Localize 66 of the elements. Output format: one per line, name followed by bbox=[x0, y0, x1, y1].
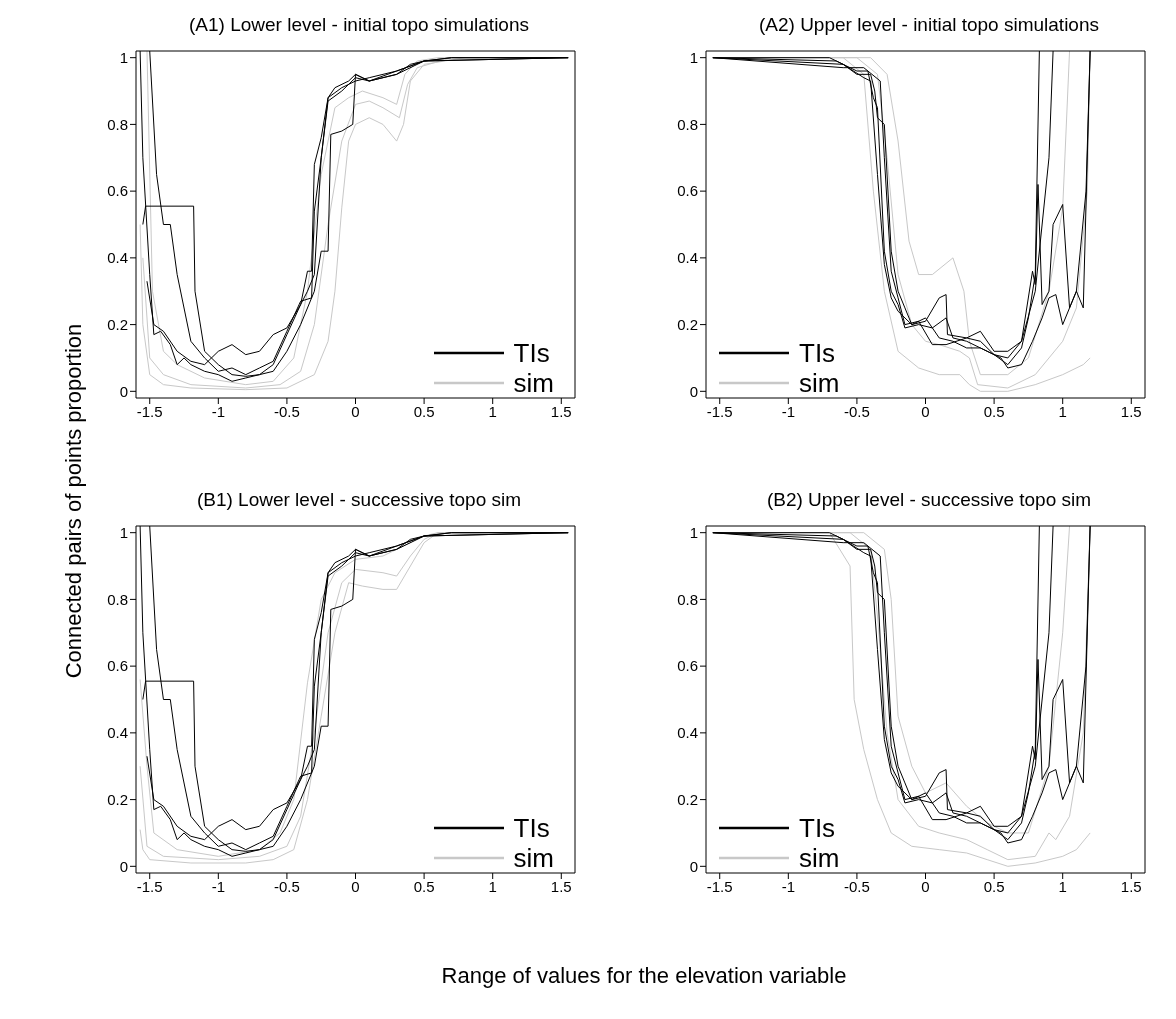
legend-label: TIs bbox=[513, 812, 550, 844]
x-tick-label: 1 bbox=[488, 402, 497, 420]
y-tick-label: 0 bbox=[689, 857, 698, 875]
y-tick-label: 0.4 bbox=[677, 724, 698, 742]
legend-label: sim bbox=[799, 842, 840, 874]
legend-label: TIs bbox=[799, 812, 836, 844]
y-tick-label: 0.6 bbox=[107, 182, 128, 200]
x-tick-label: -1 bbox=[781, 402, 795, 420]
y-tick-label: 0.8 bbox=[107, 115, 128, 133]
x-tick-label: 0 bbox=[351, 877, 360, 895]
y-tick-label: 0 bbox=[119, 857, 128, 875]
y-tick-label: 0.4 bbox=[677, 249, 698, 267]
x-tick-label: -0.5 bbox=[843, 877, 870, 895]
y-tick-label: 0.6 bbox=[107, 657, 128, 675]
y-tick-label: 0.6 bbox=[677, 182, 698, 200]
x-tick-label: 0.5 bbox=[983, 877, 1005, 895]
x-tick-label: 1.5 bbox=[550, 402, 572, 420]
x-tick-label: -1.5 bbox=[706, 877, 733, 895]
y-tick-label: 0.2 bbox=[107, 315, 128, 333]
y-tick-label: 0.8 bbox=[107, 590, 128, 608]
y-tick-label: 0 bbox=[689, 382, 698, 400]
x-tick-label: -1.5 bbox=[706, 402, 733, 420]
y-tick-label: 1 bbox=[119, 49, 128, 66]
legend-label: TIs bbox=[799, 337, 836, 369]
y-tick-label: 1 bbox=[689, 524, 698, 541]
y-tick-label: 0.2 bbox=[677, 790, 698, 808]
x-tick-label: -0.5 bbox=[273, 402, 300, 420]
x-tick-label: 0 bbox=[351, 402, 360, 420]
x-tick-label: 1.5 bbox=[550, 877, 572, 895]
x-tick-label: 1 bbox=[1058, 402, 1067, 420]
y-tick-label: 0.6 bbox=[677, 657, 698, 675]
y-tick-label: 1 bbox=[689, 49, 698, 66]
y-tick-label: 1 bbox=[119, 524, 128, 541]
y-tick-label: 0 bbox=[119, 382, 128, 400]
x-tick-label: 1.5 bbox=[1120, 877, 1142, 895]
legend-label: sim bbox=[513, 367, 554, 399]
x-tick-label: -1.5 bbox=[136, 877, 163, 895]
legend-label: TIs bbox=[513, 337, 550, 369]
y-tick-label: 0.8 bbox=[677, 115, 698, 133]
y-tick-label: 0.8 bbox=[677, 590, 698, 608]
legend-label: sim bbox=[513, 842, 554, 874]
x-tick-label: -1.5 bbox=[136, 402, 163, 420]
chart-title: (B2) Upper level - successive topo sim bbox=[765, 489, 1093, 511]
chart-title: (A2) Upper level - initial topo simulations bbox=[757, 14, 1100, 36]
x-tick-label: 0.5 bbox=[413, 402, 435, 420]
chart-title: (B1) Lower level - successive topo sim bbox=[195, 489, 523, 511]
x-tick-label: -1 bbox=[211, 877, 225, 895]
chart-title: (A1) Lower level - initial topo simulations bbox=[187, 14, 530, 36]
y-tick-label: 0.2 bbox=[107, 790, 128, 808]
y-tick-label: 0.4 bbox=[107, 724, 128, 742]
x-tick-label: 0.5 bbox=[983, 402, 1005, 420]
legend-label: sim bbox=[799, 367, 840, 399]
y-tick-label: 0.4 bbox=[107, 249, 128, 267]
x-tick-label: -1 bbox=[781, 877, 795, 895]
y-axis-title: Connected pairs of points proportion bbox=[61, 322, 87, 681]
x-tick-label: -1 bbox=[211, 402, 225, 420]
x-tick-label: 0 bbox=[921, 402, 930, 420]
x-axis-title: Range of values for the elevation variable bbox=[440, 963, 848, 989]
x-tick-label: -0.5 bbox=[273, 877, 300, 895]
x-tick-label: -0.5 bbox=[843, 402, 870, 420]
x-tick-label: 1 bbox=[1058, 877, 1067, 895]
x-tick-label: 0.5 bbox=[413, 877, 435, 895]
x-tick-label: 0 bbox=[921, 877, 930, 895]
y-tick-label: 0.2 bbox=[677, 315, 698, 333]
x-tick-label: 1.5 bbox=[1120, 402, 1142, 420]
x-tick-label: 1 bbox=[488, 877, 497, 895]
